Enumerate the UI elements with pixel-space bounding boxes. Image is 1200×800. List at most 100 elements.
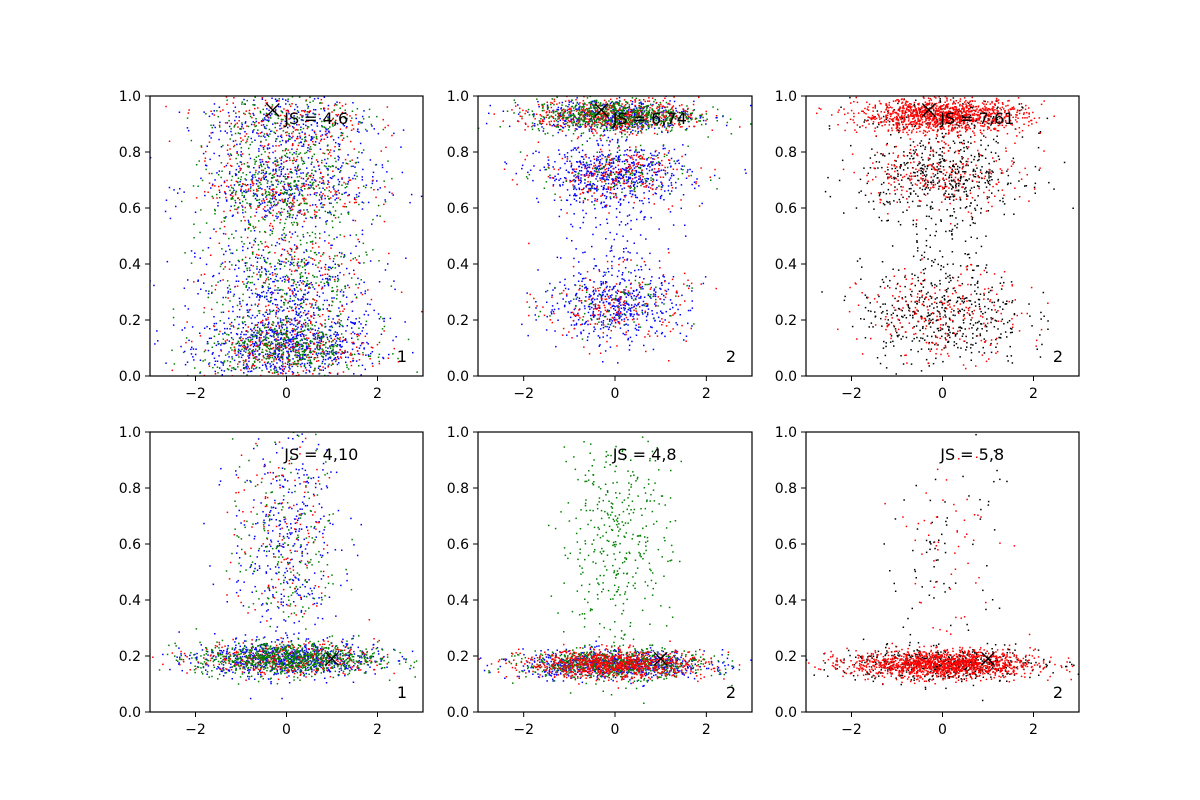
scatter-point [321, 134, 324, 136]
scatter-point [270, 130, 273, 132]
scatter-point [631, 169, 634, 171]
scatter-point [200, 288, 202, 290]
scatter-point [611, 294, 613, 296]
scatter-point [276, 99, 279, 102]
scatter-point [611, 305, 613, 308]
scatter-point [570, 149, 573, 152]
scatter-point [300, 126, 302, 128]
scatter-point [364, 186, 367, 189]
scatter-point [285, 315, 288, 318]
scatter-point [259, 187, 261, 189]
scatter-point [310, 139, 312, 141]
scatter-point [306, 280, 309, 282]
scatter-point [687, 309, 690, 312]
scatter-point [309, 351, 312, 353]
scatter-point [292, 348, 295, 350]
scatter-point [248, 275, 251, 278]
scatter-point [585, 286, 587, 288]
scatter-point [296, 328, 298, 330]
scatter-point [302, 160, 305, 163]
scatter-point [248, 296, 251, 299]
scatter-point [566, 334, 568, 336]
scatter-point [584, 307, 586, 310]
scatter-point [309, 356, 311, 359]
scatter-point [258, 346, 260, 348]
scatter-point [286, 292, 288, 295]
scatter-point [259, 144, 262, 147]
scatter-point [246, 165, 249, 167]
scatter-point [273, 200, 275, 203]
scatter-point [328, 212, 330, 214]
scatter-point [305, 372, 307, 374]
scatter-point [675, 304, 677, 306]
scatter-point [205, 168, 207, 171]
scatter-point [181, 329, 183, 331]
scatter-point [271, 113, 273, 115]
scatter-point [652, 158, 654, 160]
scatter-point [229, 323, 231, 325]
scatter-point [316, 338, 319, 340]
scatter-point [265, 210, 267, 212]
scatter-point [283, 208, 285, 211]
scatter-point [330, 213, 332, 216]
scatter-point [302, 143, 305, 145]
scatter-point [316, 346, 318, 348]
scatter-point [332, 318, 334, 320]
scatter-point [252, 244, 255, 246]
scatter-point [620, 120, 622, 123]
scatter-point [619, 282, 621, 284]
scatter-point [312, 263, 314, 265]
scatter-point [262, 148, 265, 151]
scatter-point [247, 275, 249, 278]
scatter-point [301, 348, 304, 350]
scatter-point [284, 115, 287, 118]
scatter-point [265, 115, 267, 117]
scatter-point [233, 368, 235, 370]
scatter-point [312, 176, 314, 179]
scatter-point [675, 322, 677, 324]
scatter-point [302, 307, 304, 309]
scatter-point [273, 352, 276, 355]
scatter-point [275, 204, 277, 207]
scatter-point [331, 304, 333, 307]
scatter-point [617, 140, 619, 142]
scatter-point [284, 120, 286, 123]
scatter-point [659, 287, 661, 290]
scatter-point [236, 342, 239, 344]
scatter-point [298, 284, 301, 286]
scatter-point [273, 333, 275, 335]
scatter-point [222, 342, 225, 345]
scatter-point [271, 188, 274, 191]
scatter-point [302, 283, 305, 285]
scatter-point [276, 306, 278, 308]
scatter-point [242, 281, 244, 283]
scatter-point [223, 253, 225, 256]
scatter-point [296, 199, 298, 202]
scatter-point [585, 212, 587, 215]
scatter-point [276, 331, 278, 333]
scatter-point [282, 193, 285, 195]
scatter-point [258, 122, 260, 124]
scatter-point [325, 223, 328, 225]
scatter-point [300, 177, 303, 179]
scatter-point [299, 275, 302, 277]
scatter-point [613, 305, 615, 307]
scatter-point [211, 285, 213, 287]
scatter-point [284, 281, 286, 283]
scatter-point [272, 342, 274, 345]
scatter-point [291, 209, 293, 211]
scatter-point [331, 326, 333, 329]
scatter-point [271, 206, 273, 208]
scatter-point [624, 150, 626, 152]
scatter-point [269, 356, 271, 359]
scatter-point [249, 257, 251, 260]
scatter-point [288, 241, 290, 243]
scatter-point [665, 290, 668, 293]
scatter-point [303, 280, 306, 283]
scatter-point [582, 164, 584, 166]
scatter-point [230, 154, 233, 156]
scatter-point [259, 327, 261, 330]
scatter-point [263, 357, 265, 359]
scatter-point [361, 343, 363, 345]
scatter-point [255, 366, 258, 369]
